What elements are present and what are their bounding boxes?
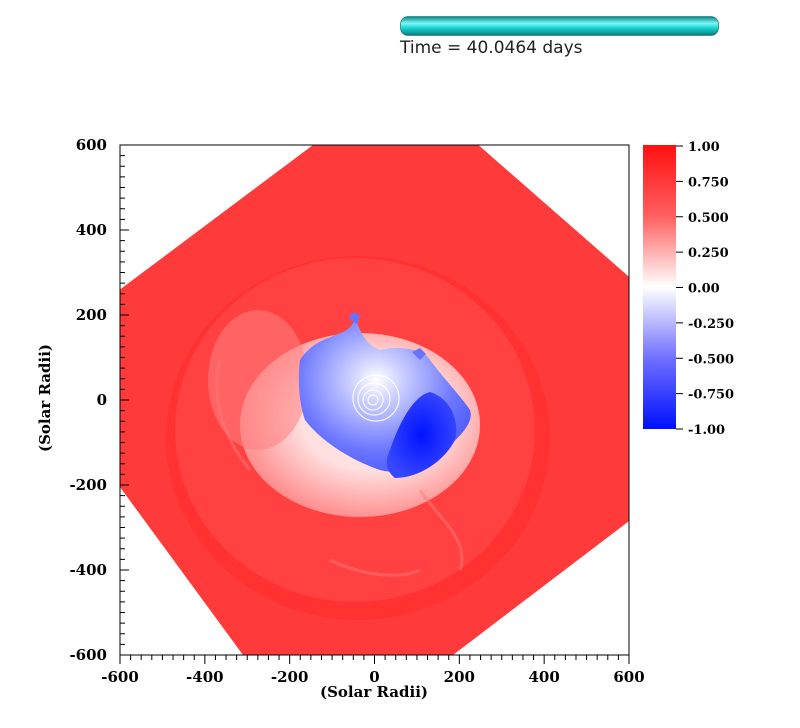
y-tick-label: 0 — [97, 391, 107, 409]
colorbar-tick-label: 0.500 — [688, 211, 729, 226]
x-tick-label: -200 — [271, 668, 309, 686]
y-tick-label: 200 — [76, 306, 107, 324]
colorbar-tick-label: -1.00 — [688, 423, 725, 438]
x-tick-label: 600 — [613, 668, 644, 686]
colorbar-tick-label: 0.00 — [688, 282, 720, 297]
colorbar-tick-label: -0.750 — [688, 388, 734, 403]
y-axis-label: (Solar Radii) — [36, 344, 54, 452]
time-progress-graphic — [400, 16, 719, 36]
x-axis-label: (Solar Radii) — [320, 683, 428, 701]
x-tick-label: -400 — [186, 668, 224, 686]
y-tick-label: -400 — [69, 561, 107, 579]
colorbar-tick-label: 0.250 — [688, 246, 729, 261]
colorbar-tick-label: -0.500 — [688, 352, 734, 367]
colorbar-tick-label: 0.750 — [688, 175, 729, 190]
y-tick-label: 600 — [76, 136, 107, 154]
x-tick-label: -600 — [101, 668, 139, 686]
x-tick-label: 200 — [444, 668, 475, 686]
x-axis: -600 -400 -200 0 200 400 600 — [101, 655, 645, 686]
velocity-field-image — [120, 145, 629, 655]
colorbar-tick-label: 1.00 — [688, 140, 720, 155]
colorbar-tick-label: -0.250 — [688, 317, 734, 332]
y-tick-label: -600 — [69, 646, 107, 664]
colorbar — [643, 145, 676, 429]
time-progress-fill — [401, 17, 718, 35]
time-readout: Time = 40.0464 days — [400, 38, 583, 58]
y-tick-label: -200 — [69, 476, 107, 494]
y-axis: -600 -400 -200 0 200 400 600 — [69, 136, 129, 664]
x-tick-label: 400 — [529, 668, 560, 686]
time-progress-bar — [400, 16, 719, 36]
x-tick-label: 0 — [369, 668, 379, 686]
y-tick-label: 400 — [76, 221, 107, 239]
colorbar-axis: 1.00 0.750 0.500 0.250 0.00 -0.250 -0.500 -0.75… — [676, 140, 734, 438]
